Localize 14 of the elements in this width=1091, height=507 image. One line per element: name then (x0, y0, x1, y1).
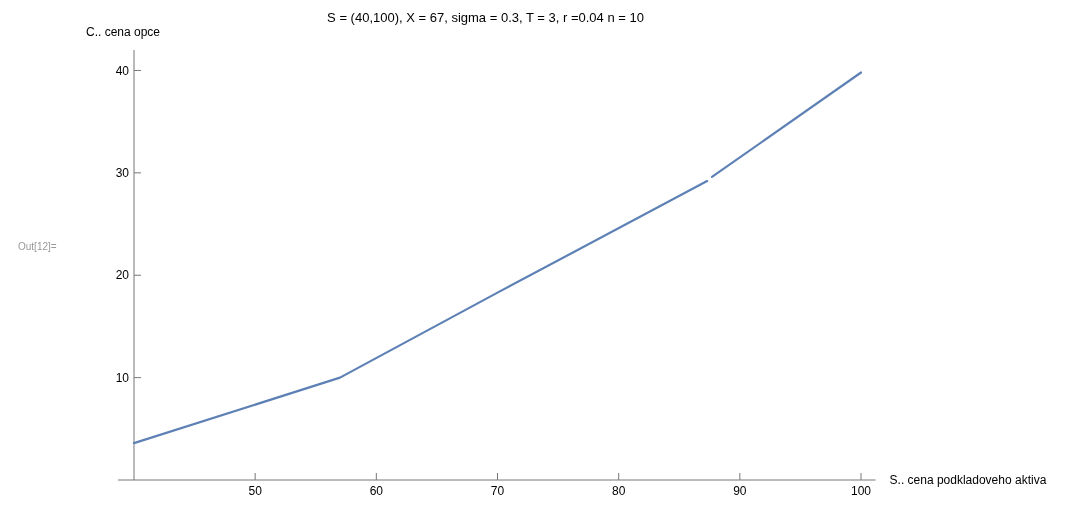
y-tick-label: 20 (115, 268, 130, 283)
y-tick-label: 30 (115, 166, 130, 181)
x-tick-label: 70 (490, 484, 505, 498)
y-tick-label: 40 (115, 63, 130, 78)
x-tick-label: 60 (369, 484, 384, 498)
x-tick-label: 90 (733, 484, 747, 498)
chart-title: S = (40,100), X = 67, sigma = 0.3, T = 3, r =0.04 n = 10 (327, 10, 644, 25)
x-axis-title: S.. cena podkladoveho aktiva (889, 473, 1047, 488)
text: Out[12]= (18, 241, 57, 252)
x-tick-label: 80 (612, 484, 626, 498)
y-axis-title: C.. cena opce (86, 25, 161, 39)
x-tick-label: 100 (851, 484, 872, 498)
x-tick-label: 50 (248, 484, 263, 498)
y-tick-label: 10 (115, 370, 130, 385)
